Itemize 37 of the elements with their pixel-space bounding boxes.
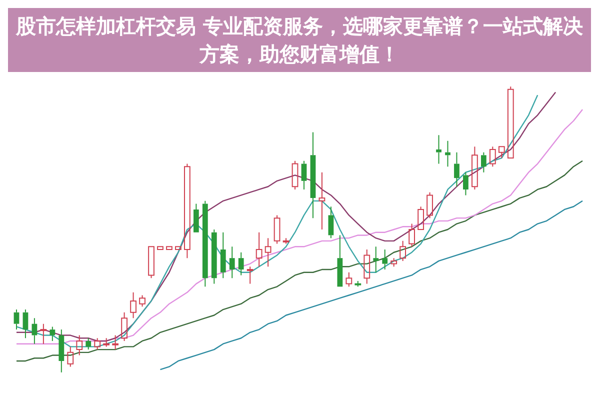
candlestick bbox=[310, 132, 316, 219]
candlestick bbox=[184, 163, 190, 259]
candlestick bbox=[148, 246, 154, 279]
candlestick bbox=[211, 229, 217, 284]
candlestick bbox=[22, 309, 28, 339]
candlestick bbox=[454, 152, 460, 188]
candlestick bbox=[337, 234, 343, 287]
candlestick bbox=[373, 246, 379, 273]
candlestick bbox=[436, 134, 442, 164]
candlestick bbox=[382, 249, 388, 270]
candlestick bbox=[229, 246, 235, 279]
candlestick bbox=[328, 206, 334, 239]
candlestick bbox=[130, 292, 136, 319]
candlestick bbox=[256, 232, 262, 268]
candlestick bbox=[301, 160, 307, 190]
candlestick bbox=[238, 252, 244, 276]
candlestick bbox=[112, 334, 119, 350]
candlestick bbox=[264, 238, 272, 268]
candlestick bbox=[246, 266, 254, 284]
candlestick bbox=[40, 323, 47, 344]
candlestick bbox=[480, 152, 486, 173]
candlestick bbox=[418, 206, 424, 230]
candlestick bbox=[220, 232, 226, 279]
candlestick bbox=[202, 200, 208, 288]
candlestick bbox=[193, 203, 199, 232]
candlestick bbox=[318, 172, 326, 230]
candlestick bbox=[58, 329, 64, 373]
candlestick bbox=[76, 334, 83, 356]
candlestick bbox=[14, 309, 20, 330]
candlestick bbox=[507, 86, 514, 159]
candlestick bbox=[472, 146, 478, 190]
candlestick bbox=[463, 172, 468, 196]
candlestick bbox=[32, 318, 38, 344]
candlestick bbox=[50, 326, 56, 342]
candlestick bbox=[364, 249, 370, 284]
candlestick bbox=[86, 338, 92, 350]
chart-title: 股市怎样加杠杆交易 专业配资服务，选哪家更靠谱？一站式解决方案，助您财富增值！ bbox=[8, 8, 591, 72]
